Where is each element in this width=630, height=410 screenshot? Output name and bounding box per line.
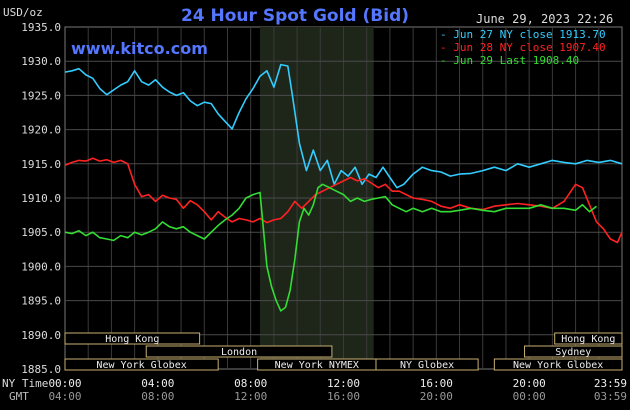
session-bar bbox=[524, 345, 623, 358]
y-axis-tick-labels: 1935.0 1930.0 1925.0 1920.0 1915.0 1910.0 1905… bbox=[21, 21, 61, 376]
gmt-label: GMT bbox=[9, 390, 29, 403]
series-line-jun-27 bbox=[64, 63, 623, 189]
session-label: NY Globex bbox=[400, 360, 454, 371]
session-label: New York Globex bbox=[96, 360, 186, 371]
y-tick-label: 1905.0 bbox=[21, 226, 61, 239]
x-axis-tick-labels: 00:0004:0004:0008:0008:0012:0012:0016:00… bbox=[48, 377, 627, 403]
legend: - Jun 27 NY close 1913.70- Jun 28 NY clo… bbox=[440, 28, 606, 67]
ny-time-tick: 12:00 bbox=[327, 377, 360, 390]
horizontal-gridlines bbox=[65, 60, 622, 336]
session-bar bbox=[64, 332, 201, 345]
session-label: Hong Kong bbox=[105, 334, 159, 345]
session-label: Sydney bbox=[555, 347, 591, 358]
y-tick-label: 1895.0 bbox=[21, 295, 61, 308]
gmt-tick: 03:59 bbox=[594, 390, 627, 403]
session-bar bbox=[554, 332, 623, 345]
y-tick-label: 1900.0 bbox=[21, 260, 61, 273]
session-bar bbox=[375, 358, 479, 371]
ny-time-tick: 20:00 bbox=[513, 377, 546, 390]
session-bar bbox=[493, 358, 623, 371]
y-tick-label: 1935.0 bbox=[21, 21, 61, 34]
legend-entry: - Jun 27 NY close 1913.70 bbox=[440, 28, 606, 41]
session-bar bbox=[145, 345, 333, 358]
y-tick-label: 1930.0 bbox=[21, 55, 61, 68]
legend-entry: - Jun 28 NY close 1907.40 bbox=[440, 41, 606, 54]
ny-time-label: NY Time bbox=[2, 377, 48, 390]
ny-time-tick: 23:59 bbox=[594, 377, 627, 390]
market-session-bars: Hong Kong London New York Globex New York N… bbox=[64, 332, 623, 371]
gmt-tick: 16:00 bbox=[327, 390, 360, 403]
y-axis-unit-label: USD/oz bbox=[3, 6, 43, 19]
session-label: Hong Kong bbox=[561, 334, 615, 345]
gmt-tick: 00:00 bbox=[513, 390, 546, 403]
y-tick-label: 1920.0 bbox=[21, 124, 61, 137]
session-label: New York Globex bbox=[513, 360, 603, 371]
timestamp-label: June 29, 2023 22:26 bbox=[476, 12, 613, 26]
session-bar bbox=[64, 358, 219, 371]
session-label: London bbox=[221, 347, 257, 358]
y-tick-label: 1925.0 bbox=[21, 89, 61, 102]
ny-time-tick: 08:00 bbox=[234, 377, 267, 390]
chart-title: 24 Hour Spot Gold (Bid) bbox=[181, 6, 409, 26]
y-tick-label: 1910.0 bbox=[21, 192, 61, 205]
series-line-jun-29 bbox=[64, 183, 597, 312]
y-tick-label: 1885.0 bbox=[21, 363, 61, 376]
gmt-tick: 08:00 bbox=[141, 390, 174, 403]
legend-entry: - Jun 29 Last 1908.40 bbox=[440, 54, 579, 67]
gmt-tick: 20:00 bbox=[420, 390, 453, 403]
y-tick-label: 1915.0 bbox=[21, 158, 61, 171]
session-label: New York NYMEX bbox=[275, 360, 359, 371]
gmt-tick: 04:00 bbox=[48, 390, 81, 403]
ny-time-tick: 04:00 bbox=[141, 377, 174, 390]
watermark: www.kitco.com bbox=[71, 39, 208, 58]
y-tick-label: 1890.0 bbox=[21, 329, 61, 342]
gmt-tick: 12:00 bbox=[234, 390, 267, 403]
ny-time-tick: 00:00 bbox=[48, 377, 81, 390]
ny-time-tick: 16:00 bbox=[420, 377, 453, 390]
price-series bbox=[64, 63, 623, 312]
